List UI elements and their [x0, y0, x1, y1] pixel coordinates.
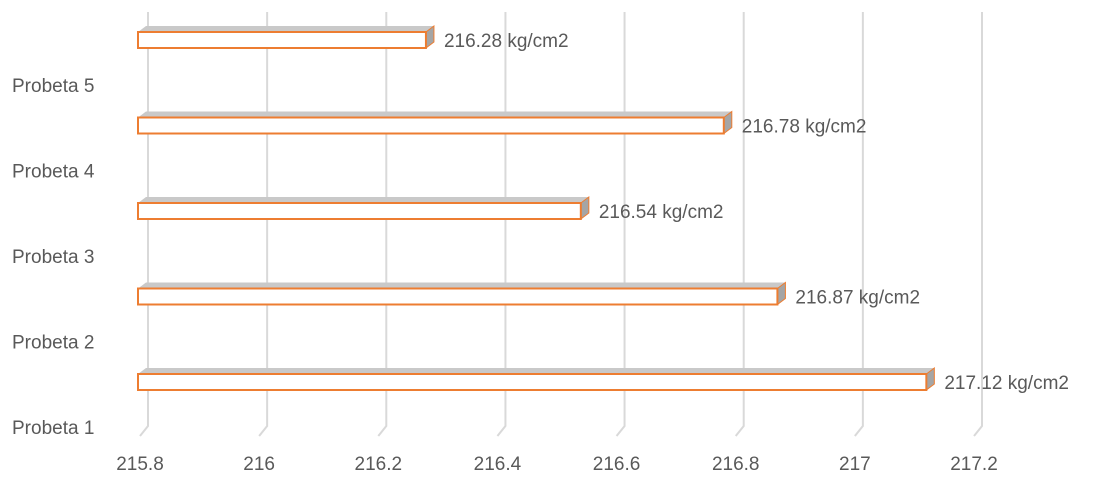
bar-top-face	[138, 368, 935, 374]
category-label: Probeta 2	[12, 333, 94, 354]
category-label: Probeta 1	[12, 418, 94, 439]
x-tick-label: 216.6	[593, 454, 641, 475]
data-label: 216.78 kg/cm2	[742, 117, 867, 138]
data-label: 216.28 kg/cm2	[444, 31, 569, 52]
gridlines	[139, 12, 983, 437]
x-tick-label: 217.2	[950, 454, 998, 475]
gridline	[973, 12, 983, 437]
category-label: Probeta 4	[12, 162, 95, 183]
bar-top-face	[138, 111, 732, 118]
x-tick-label: 216.8	[712, 454, 760, 475]
bar	[137, 373, 928, 391]
gridline	[734, 12, 745, 437]
bar-top-face	[138, 282, 786, 289]
data-label: 217.12 kg/cm2	[944, 373, 1069, 394]
x-tick-label: 216.4	[474, 454, 522, 475]
x-tick-label: 217	[839, 454, 871, 475]
data-label: 216.54 kg/cm2	[599, 202, 724, 223]
gridline	[377, 12, 388, 437]
bar	[137, 31, 427, 49]
x-tick-label: 215.8	[116, 454, 164, 475]
bar-top-face	[138, 197, 589, 203]
gridline	[139, 12, 149, 437]
gridline	[615, 12, 626, 437]
category-label: Probeta 3	[12, 247, 94, 268]
bar-top-face	[138, 26, 434, 32]
x-tick-label: 216	[243, 454, 275, 475]
data-label: 216.87 kg/cm2	[795, 288, 920, 309]
bar	[137, 287, 779, 306]
bar	[137, 116, 725, 135]
labels: 215.8 216 216.2 216.4 216.6 216.8 217 217.2 217.…	[12, 31, 1069, 475]
x-tick-label: 216.2	[355, 454, 403, 475]
bar	[137, 202, 582, 220]
gridline	[854, 12, 864, 437]
gridline	[258, 12, 269, 437]
category-label: Probeta 5	[12, 76, 94, 97]
bars	[137, 25, 935, 391]
gridline	[496, 12, 507, 437]
